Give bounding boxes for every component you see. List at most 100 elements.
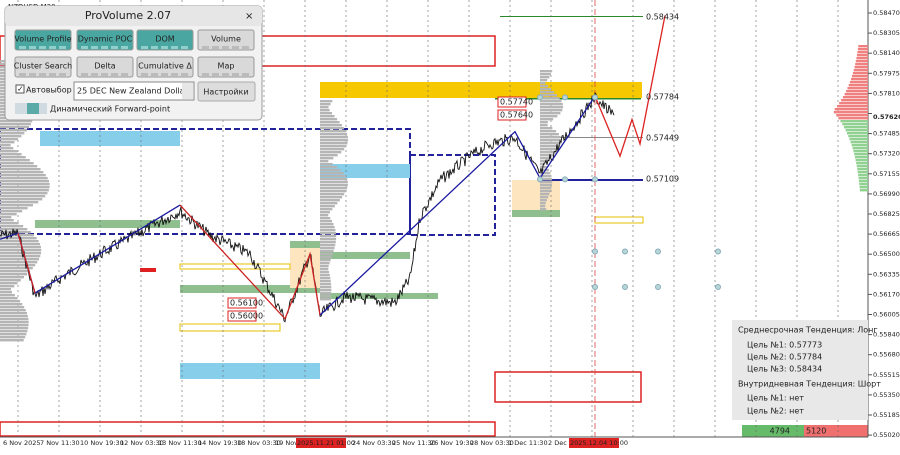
volume-profile [857, 168, 868, 171]
trend-target: Цель №3: 0.58434 [747, 365, 822, 374]
price-label: 0.55185 [873, 411, 900, 419]
volume-profile [320, 169, 341, 172]
panel-button[interactable] [197, 56, 255, 78]
level-label: 0.58434 [646, 13, 679, 22]
volume-profile [320, 172, 344, 175]
volume-profile [0, 303, 23, 306]
button-indicator [181, 46, 188, 49]
volume-profile [0, 120, 33, 123]
panel-button[interactable] [76, 56, 134, 78]
volume-profile [320, 286, 332, 289]
volume-profile [540, 172, 551, 175]
volume-profile [0, 219, 14, 222]
volume-profile [0, 279, 21, 282]
volume-profile [320, 250, 334, 253]
button-indicator [121, 73, 128, 76]
volume-profile [320, 196, 343, 199]
volume-profile [855, 60, 868, 63]
volume-profile [0, 171, 44, 174]
close-icon[interactable]: × [245, 11, 253, 22]
volume-profile [540, 133, 559, 136]
price-badge [868, 110, 900, 124]
price-label: 0.56825 [873, 210, 900, 218]
button-indicator [161, 46, 168, 49]
price-label: 0.57620 [873, 113, 900, 121]
volume-profile [320, 271, 330, 274]
button-indicator [111, 73, 118, 76]
select[interactable] [73, 81, 195, 101]
volume-profile [540, 202, 546, 205]
button-indicator [212, 46, 219, 49]
volume-profile [844, 93, 868, 96]
volume-profile [540, 196, 549, 199]
volume-profile [858, 45, 868, 48]
panel-button[interactable] [136, 29, 194, 51]
trend-heading: Внутридневная Тенденция: Шорт [738, 380, 881, 389]
button-indicator [49, 73, 56, 76]
time-label: 2025.12.04 10:00 [570, 439, 628, 447]
time-highlight [569, 438, 619, 448]
volume-profile [540, 145, 560, 148]
volume-profile [320, 181, 348, 184]
volume-profile [540, 157, 551, 160]
volume-profile [320, 118, 338, 121]
price-label: 0.55840 [873, 331, 900, 339]
volume-profile [844, 126, 868, 129]
button-indicator [171, 46, 178, 49]
volume-profile [320, 256, 332, 259]
panel-button[interactable] [76, 29, 134, 51]
button-indicator [49, 46, 56, 49]
zone [409, 154, 496, 236]
button-indicator [222, 46, 229, 49]
panel-button[interactable] [14, 29, 72, 51]
button-indicator [222, 73, 229, 76]
volume-profile [0, 159, 30, 162]
select-value: 25 DEC New Zealand Dollar [77, 87, 189, 96]
volume-profile [320, 265, 329, 268]
volume-profile [540, 166, 548, 169]
button-indicator [161, 73, 168, 76]
zone [494, 371, 642, 403]
volume-profile [0, 273, 28, 276]
select-arrow[interactable] [182, 83, 193, 99]
button-indicator [202, 73, 209, 76]
price-label: 0.55020 [873, 431, 900, 439]
volume-profile [540, 112, 561, 115]
volume-profile [0, 276, 25, 279]
forward-point [655, 283, 661, 290]
volume-profile [853, 150, 868, 153]
volume-profile [320, 100, 333, 103]
volume-profile [320, 205, 335, 208]
volume-profile [0, 129, 27, 132]
volume-profile [0, 264, 36, 267]
volume-profile [320, 199, 340, 202]
volume-profile [0, 330, 28, 333]
panel-button[interactable] [197, 29, 255, 51]
panel-button[interactable] [14, 56, 72, 78]
volume-profile [540, 121, 548, 124]
button-indicator [101, 73, 108, 76]
volume-profile [0, 243, 41, 246]
button-indicator [111, 46, 118, 49]
volume-profile [0, 258, 40, 261]
checkbox[interactable] [15, 84, 25, 94]
price-label: 0.56005 [873, 311, 900, 319]
level-label: 0.56100 [230, 299, 263, 308]
volume-profile [0, 288, 12, 291]
panel-button[interactable] [136, 56, 194, 78]
zone [180, 363, 320, 379]
zone [320, 82, 642, 98]
volume-profile [0, 156, 26, 159]
volume-profile [540, 160, 548, 163]
checkbox-label[interactable]: Автовыбор [26, 86, 72, 95]
volume-profile [540, 139, 562, 142]
volume-profile [856, 57, 868, 60]
volume-profile [320, 268, 329, 271]
volume-profile [540, 154, 554, 157]
volume-profile [540, 136, 561, 139]
volume-profile [540, 88, 552, 91]
wave-line [594, 15, 666, 158]
volume-profile [850, 78, 868, 81]
button-indicator [19, 73, 26, 76]
settings-button[interactable] [197, 81, 256, 102]
